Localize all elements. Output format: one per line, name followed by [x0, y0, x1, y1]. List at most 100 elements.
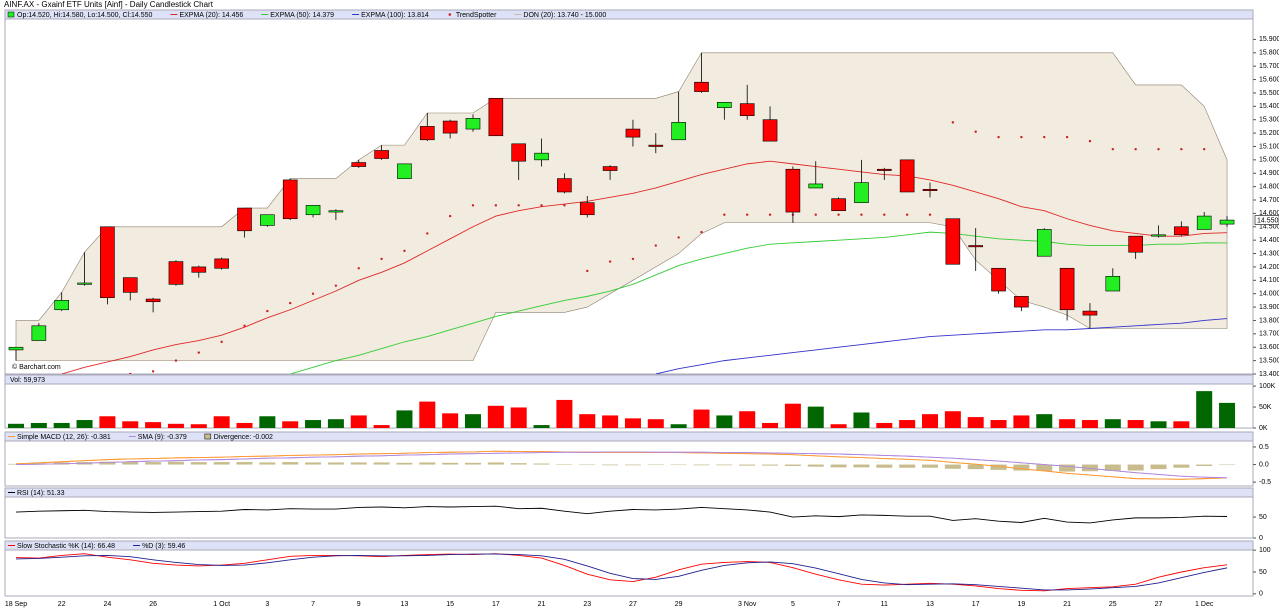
- trend-dot: [220, 340, 223, 344]
- candle-body: [442, 120, 458, 134]
- panel-header: [4, 540, 1254, 551]
- y-tick-label: 13.700: [1259, 331, 1279, 338]
- volume-bar: [1196, 391, 1213, 428]
- candle-body: [260, 214, 275, 226]
- trend-dot: [1020, 135, 1023, 139]
- divergence-bar: [762, 464, 779, 466]
- x-tick-label: 22: [58, 601, 66, 608]
- divergence-bar: [1219, 464, 1236, 466]
- trend-dot: [677, 236, 680, 239]
- volume-bar: [487, 405, 504, 428]
- trend-dot: [311, 292, 315, 295]
- x-tick-label: 23: [583, 601, 591, 608]
- trend-dot: [608, 260, 612, 263]
- x-tick-label: 27: [1155, 601, 1163, 608]
- plot: [8, 391, 1236, 428]
- volume-bar: [465, 414, 481, 428]
- divergence-bar: [213, 462, 230, 465]
- divergence-bar: [693, 464, 710, 466]
- candle-body: [8, 346, 24, 351]
- volume-bar: [1173, 421, 1190, 428]
- plot: [8, 52, 1235, 374]
- legend-label: Op:14.520, Hi:14.580, Lo:14.500, Cl:14.5…: [17, 12, 153, 19]
- volume-bar: [122, 421, 139, 428]
- volume-bar: [807, 406, 824, 428]
- volume-bar: [602, 415, 619, 428]
- volume-bar: [8, 423, 24, 428]
- trend-dot: [1111, 147, 1115, 151]
- divergence-bar: [556, 464, 573, 465]
- candle-body: [1128, 235, 1143, 253]
- candle-body: [557, 178, 572, 193]
- volume-bar: [624, 418, 641, 428]
- x-tick-label: 13: [926, 601, 934, 608]
- legend-label: Slow Stochastic %K (14): 66.48: [17, 543, 115, 550]
- y-tick-label: 13.400: [1259, 371, 1279, 378]
- divergence-bar: [350, 462, 367, 465]
- volume-bar: [510, 407, 527, 428]
- legend-label: RSI (14): 51.33: [17, 490, 65, 497]
- trend-dot: [517, 204, 520, 207]
- x-tick-label: 26: [149, 601, 157, 608]
- candle-body: [717, 102, 732, 108]
- divergence-bar: [967, 464, 984, 470]
- candle-body: [191, 266, 207, 273]
- candle-body: [1036, 229, 1052, 257]
- trend-dot: [905, 213, 909, 216]
- line: [15, 450, 1228, 480]
- y-tick-label: 15.000: [1259, 157, 1279, 164]
- x-tick-label: 1 Dec: [1195, 601, 1214, 608]
- y-tick-label: 15.900: [1259, 36, 1279, 43]
- volume-bar: [693, 409, 710, 428]
- candle-body: [214, 258, 229, 269]
- divergence-bar: [145, 462, 162, 465]
- divergence-bar: [282, 462, 299, 465]
- last-price-label: 14.550: [1257, 217, 1279, 224]
- volume-bar: [1036, 414, 1053, 428]
- y-tick-label: 14.100: [1259, 277, 1279, 284]
- y-tick-label: 50: [1259, 514, 1267, 521]
- candle-body: [305, 205, 321, 216]
- candle-body: [419, 126, 435, 141]
- volume-bar: [579, 414, 596, 428]
- trend-dot: [540, 204, 543, 207]
- y-tick-label: -0.5: [1259, 479, 1271, 486]
- candle-body: [831, 198, 846, 212]
- y-tick-label: 14.300: [1259, 250, 1279, 257]
- y-tick-label: 15.500: [1259, 90, 1279, 97]
- y-tick-label: 50K: [1259, 404, 1272, 411]
- divergence-bar: [190, 462, 207, 465]
- candle-body: [968, 245, 984, 248]
- volume-bar: [1059, 419, 1076, 428]
- divergence-bar: [236, 462, 253, 465]
- volume-bar: [647, 419, 664, 428]
- y-tick-label: 100K: [1259, 383, 1276, 390]
- y-tick-label: 14.800: [1259, 183, 1279, 190]
- volume-bar: [533, 425, 550, 428]
- trend-dot: [883, 213, 886, 216]
- divergence-bar: [807, 464, 824, 467]
- candle-body: [54, 300, 70, 311]
- divergence-bar: [419, 462, 436, 465]
- trend-dot: [997, 135, 1000, 139]
- trend-dot: [243, 324, 246, 328]
- volume-bar: [282, 421, 299, 428]
- plot: [15, 553, 1228, 592]
- y-tick-label: 0.0: [1259, 461, 1269, 468]
- x-tick-label: 7: [311, 601, 315, 608]
- divergence-bar: [899, 464, 916, 468]
- candle-body: [397, 163, 412, 179]
- credit: © Barchart.com: [12, 363, 61, 371]
- x-tick-label: 1 Oct: [213, 601, 230, 608]
- y-tick-label: 0K: [1259, 425, 1268, 432]
- plot: [15, 505, 1228, 524]
- candle-body: [511, 143, 527, 162]
- volume-bar: [190, 424, 207, 428]
- y-tick-label: 13.800: [1259, 317, 1279, 324]
- y-tick-label: 15.100: [1259, 143, 1279, 150]
- volume-bar: [670, 424, 687, 428]
- legend-label: EXPMA (50): 14.379: [270, 12, 334, 19]
- trend-dot: [334, 284, 338, 287]
- divergence-bar: [1104, 464, 1121, 471]
- y-tick-label: 14.200: [1259, 264, 1279, 271]
